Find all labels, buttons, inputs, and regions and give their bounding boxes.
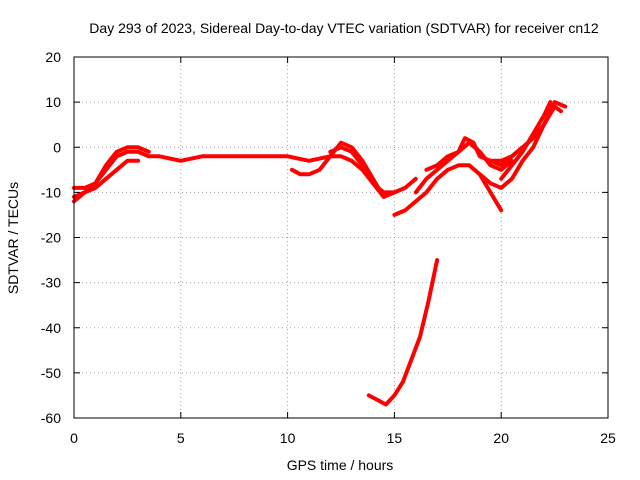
y-tick-label: -30 [41, 275, 61, 291]
y-tick-label: 10 [45, 94, 61, 110]
x-tick-label: 15 [387, 430, 403, 446]
grid-layer [74, 57, 608, 418]
series-trace-11 [499, 100, 553, 181]
y-tick-label: -10 [41, 184, 61, 200]
x-tick-label: 20 [493, 430, 509, 446]
x-axis-label: GPS time / hours [287, 457, 394, 473]
series-trace-7 [413, 140, 514, 195]
y-tick-label: -40 [41, 320, 61, 336]
x-tick-label: 25 [600, 430, 616, 446]
ticks-layer: 0 5 10 15 20 25 -60 -50 -40 -30 -20 -10 0 10 20 [41, 49, 616, 446]
series-trace-6 [392, 163, 504, 217]
x-tick-label: 0 [70, 430, 78, 446]
y-tick-label: -60 [41, 410, 61, 426]
y-tick-label: 20 [45, 49, 61, 65]
y-tick-label: 0 [53, 139, 61, 155]
y-tick-label: -20 [41, 230, 61, 246]
series-trace-3 [72, 158, 141, 204]
y-tick-label: -50 [41, 365, 61, 381]
x-tick-label: 5 [177, 430, 185, 446]
series-trace-8 [424, 136, 525, 172]
y-axis-label: SDTVAR / TECUs [5, 182, 21, 294]
series-trace-5 [328, 145, 397, 199]
x-tick-label: 10 [280, 430, 296, 446]
plot-frame [73, 56, 609, 419]
series-layer [72, 100, 568, 407]
chart-title: Day 293 of 2023, Sidereal Day-to-day VTE… [89, 20, 599, 36]
series-trace-12 [366, 258, 440, 407]
